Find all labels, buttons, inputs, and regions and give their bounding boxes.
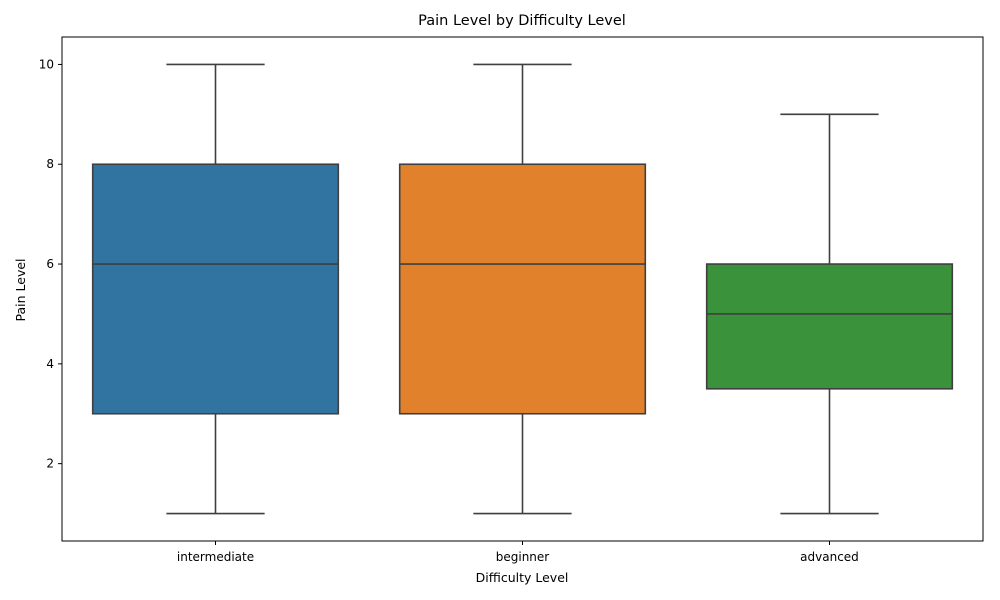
x-tick-label-advanced: advanced bbox=[800, 550, 859, 564]
x-tick-label-intermediate: intermediate bbox=[177, 550, 254, 564]
y-tick-label: 10 bbox=[39, 57, 54, 71]
box-intermediate bbox=[91, 163, 340, 415]
box-advanced bbox=[705, 263, 954, 390]
plot-area: 2 4 6 8 10 intermediate beginner advanced bbox=[39, 36, 984, 564]
chart-title: Pain Level by Difficulty Level bbox=[418, 13, 626, 29]
box-beginner bbox=[398, 163, 647, 415]
y-tick-label: 2 bbox=[46, 457, 54, 471]
y-tick-label: 6 bbox=[46, 257, 54, 271]
y-tick-label: 8 bbox=[46, 157, 54, 171]
y-axis-label: Pain Level bbox=[13, 258, 28, 321]
x-tick-label-beginner: beginner bbox=[496, 550, 550, 564]
y-tick-label: 4 bbox=[46, 357, 54, 371]
x-axis-label: Difficulty Level bbox=[476, 570, 569, 585]
